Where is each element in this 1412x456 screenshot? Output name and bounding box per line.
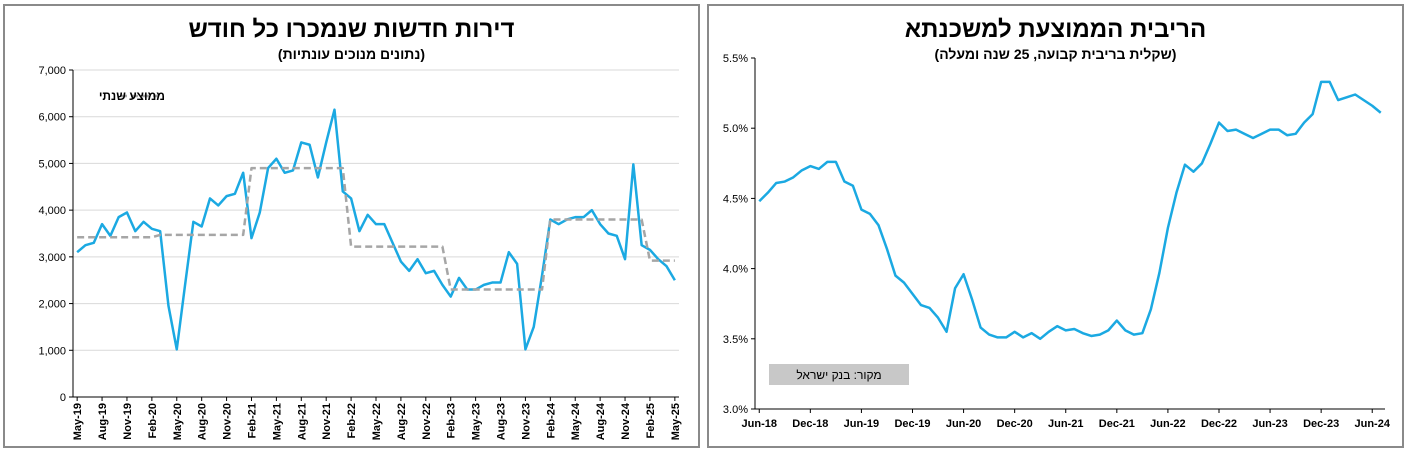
sales-x-tick-label: Aug-19 [97, 403, 109, 440]
mortgage-y-tick-label: 4.5% [723, 193, 748, 205]
sales-chart-plot: 0 1,000 2,000 3,000 4,000 5,000 6,000 7,000 May-… [38, 65, 682, 440]
sales-chart-panel: דירות חדשות שנמכרו כל חודש (נתונים מנוכי… [3, 4, 700, 448]
sales-y-tick-label: 3,000 [38, 252, 66, 264]
mortgage-chart-plot: 3.0% 3.5% 4.0% 4.5% 5.0% 5.5% Jun-18 Dec-18 Jun-… [723, 53, 1391, 430]
mortgage-x-tick-label: Dec-19 [894, 418, 930, 430]
mortgage-chart-subtitle: (שקלית בריבית קבועה, 25 שנה ומעלה) [934, 46, 1177, 62]
mortgage-x-tick-label: Jun-24 [1354, 418, 1390, 430]
sales-x-tick-label: Feb-25 [645, 403, 657, 438]
sales-series-line-monthly [76, 108, 676, 351]
sales-x-tick-label: May-23 [471, 403, 483, 440]
sales-x-tick-label: May-20 [172, 403, 184, 440]
sales-x-tick-label: May-21 [271, 403, 283, 440]
mortgage-x-tick-label: Dec-22 [1201, 418, 1237, 430]
legend-label-annual-average: ממוצע שנתי [99, 89, 165, 103]
sales-x-tick-label: Nov-21 [321, 403, 333, 440]
mortgage-x-tick-label: Jun-21 [1048, 418, 1083, 430]
sales-y-tick-label: 4,000 [38, 205, 66, 217]
sales-x-tick-label: Nov-23 [520, 403, 532, 440]
sales-x-tick-label: Feb-21 [246, 403, 258, 438]
sales-x-tick-label: Nov-20 [222, 403, 234, 440]
mortgage-y-tick-label: 5.0% [723, 123, 748, 135]
mortgage-x-tick-label: Dec-18 [792, 418, 828, 430]
mortgage-x-tick-label: Jun-22 [1150, 418, 1185, 430]
sales-x-tick-label: Aug-24 [595, 402, 607, 440]
mortgage-y-tick-label: 5.5% [723, 53, 748, 65]
sales-x-tick-label: Nov-24 [620, 402, 632, 440]
sales-y-tick-label: 7,000 [38, 65, 66, 77]
mortgage-x-tick-label: Jun-23 [1252, 418, 1287, 430]
mortgage-y-tick-label: 3.0% [723, 404, 748, 416]
sales-x-tick-label: Aug-20 [197, 403, 209, 440]
sales-y-tick-label: 6,000 [38, 112, 66, 124]
sales-series-line-annual-average [77, 166, 675, 291]
mortgage-x-tick-label: Jun-18 [742, 418, 777, 430]
sales-y-tick-label: 2,000 [38, 299, 66, 311]
mortgage-x-tick-label: Dec-21 [1099, 418, 1135, 430]
sales-x-tick-label: Feb-20 [147, 403, 159, 438]
sales-x-tick-label: Feb-24 [545, 402, 557, 438]
sales-x-tick-label: Nov-19 [122, 403, 134, 440]
sales-x-tick-label: May-19 [72, 403, 84, 440]
mortgage-x-tick-label: Dec-23 [1303, 418, 1339, 430]
sales-y-tick-label: 0 [60, 392, 66, 404]
sales-x-tick-label: Aug-21 [296, 403, 308, 440]
sales-y-tick-label: 5,000 [38, 158, 66, 170]
mortgage-chart-title: הריבית הממוצעת למשכנתא [904, 16, 1207, 43]
mortgage-series-line-monthly [758, 80, 1382, 341]
mortgage-x-tick-label: Jun-19 [844, 418, 879, 430]
source-note-box [769, 364, 909, 385]
sales-chart-subtitle: (נתונים מנוכים עונתיות) [277, 46, 426, 62]
source-note-text: מקור: בנק ישראל [796, 368, 881, 382]
mortgage-y-tick-label: 3.5% [723, 334, 748, 346]
sales-x-tick-label: Nov-22 [421, 403, 433, 440]
sales-x-tick-label: May-25 [670, 403, 682, 440]
sales-x-tick-label: Aug-22 [396, 403, 408, 440]
mortgage-x-tick-label: Jun-20 [946, 418, 981, 430]
mortgage-x-tick-label: Dec-20 [997, 418, 1033, 430]
sales-x-tick-label: May-24 [570, 402, 582, 440]
sales-x-tick-label: Feb-22 [346, 403, 358, 438]
sales-x-tick-label: Aug-23 [496, 403, 508, 440]
mortgage-rate-chart-panel: הריבית הממוצעת למשכנתא (שקלית בריבית קבו… [707, 4, 1404, 448]
sales-x-tick-label: Feb-23 [446, 403, 458, 438]
sales-x-tick-label: May-22 [371, 403, 383, 440]
mortgage-y-tick-label: 4.0% [723, 264, 748, 276]
sales-y-tick-label: 1,000 [38, 345, 66, 357]
sales-chart-title: דירות חדשות שנמכרו כל חודש [188, 16, 515, 43]
